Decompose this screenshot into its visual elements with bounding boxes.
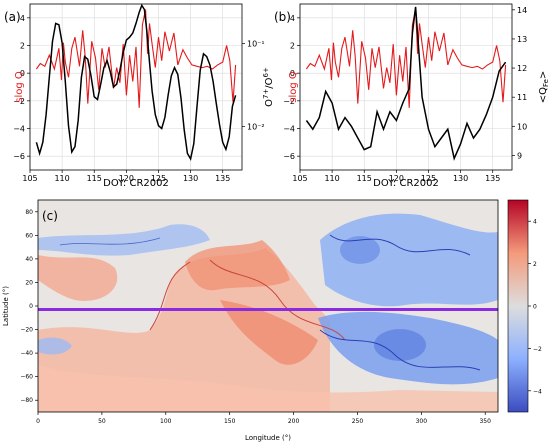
a-ytick-label: 4 [20, 14, 25, 23]
c-ytick-label: −60 [20, 374, 33, 381]
colorbar [507, 199, 529, 413]
panel-c: 0 50 100 150 200 250 300 350−80−60−40−200204060… [2, 199, 542, 442]
colorbar-tick-label: 2 [533, 261, 537, 268]
b-ytick-label: 0 [290, 69, 295, 78]
a-ytick-label: −4 [13, 125, 25, 134]
c-ytick-label: −40 [20, 350, 33, 357]
b-xtick-label: 105 [292, 174, 307, 183]
a-ytick-label: 2 [20, 42, 25, 51]
panel-c-label: (c) [42, 209, 58, 223]
b-series-black [305, 6, 507, 161]
b-rtick-label: 13 [517, 35, 527, 44]
a-ytick-label: −2 [13, 97, 25, 106]
b-ytick-label: −4 [283, 125, 295, 134]
c-ytick-label: 20 [25, 279, 33, 286]
b-rtick-label: 9 [517, 151, 522, 160]
b-ytick-label: 2 [290, 42, 295, 51]
b-rtick-label: 12 [517, 64, 527, 73]
colorbar-tick-label: 0 [533, 304, 537, 311]
a-rtick-label: 10⁻² [247, 123, 265, 132]
a-xtick-label: 115 [87, 174, 102, 183]
panel-a-frame [29, 3, 243, 171]
c-xtick-label: 50 [98, 418, 106, 425]
c-xtick-label: 350 [479, 418, 491, 425]
b-xtick-label: 135 [485, 174, 500, 183]
panel-b: 105 110 115 120 125 130 135 −6 −4 −2 0 2 4 9 10 11 12 13 1… [274, 3, 550, 189]
a-xtick-label: 135 [215, 174, 230, 183]
c-xtick-label: 150 [224, 418, 236, 425]
b-rtick-label: 10 [517, 122, 527, 131]
c-xtick-label: 200 [288, 418, 300, 425]
b-xtick-label: 120 [389, 174, 404, 183]
panel-b-xlabel: DOY: CR2002 [373, 178, 439, 189]
colorbar-tick-label: −2 [533, 346, 542, 353]
b-ytick-label: 4 [290, 14, 295, 23]
a-ytick-label: −6 [13, 152, 25, 161]
c-xtick-label: 250 [352, 418, 364, 425]
b-xtick-label: 130 [453, 174, 468, 183]
a-xtick-label: 105 [22, 174, 37, 183]
b-rtick-label: 14 [517, 6, 527, 15]
colorbar-tick-label: −4 [533, 388, 542, 395]
panel-c-ylabel: Latitude (°) [2, 286, 10, 326]
b-series-slogq [305, 9, 507, 108]
a-xtick-label: 110 [54, 174, 69, 183]
panel-a-label: (a) [4, 10, 21, 24]
a-ytick-label: 0 [20, 69, 25, 78]
panel-b-ylabel-left: slog Q [288, 71, 299, 103]
panel-c-xlabel: Longitude (°) [245, 434, 291, 442]
b-ytick-label: −2 [283, 97, 295, 106]
panel-b-frame [299, 3, 513, 171]
a-xtick-label: 125 [151, 174, 166, 183]
c-ytick-label: −80 [20, 397, 33, 404]
a-xtick-label: 120 [119, 174, 134, 183]
heatmap-field [38, 213, 498, 412]
panel-b-ylabel-right: <QFe> [538, 71, 550, 104]
panel-a-ylabel-right: O7+/O6+ [262, 67, 275, 107]
b-xtick-label: 110 [324, 174, 339, 183]
a-xtick-label: 130 [183, 174, 198, 183]
b-ytick-label: −6 [283, 152, 295, 161]
c-ytick-label: 60 [25, 232, 33, 239]
b-rtick-label: 11 [517, 93, 527, 102]
panel-a: 105 110 115 120 125 130 135 −6 −4 −2 0 2 4 10⁻² 10⁻¹ (… [4, 3, 275, 189]
c-ytick-label: 80 [25, 209, 33, 216]
c-xtick-label: 300 [416, 418, 428, 425]
a-series-slogq [35, 9, 237, 108]
b-xtick-label: 115 [357, 174, 372, 183]
c-ytick-label: −20 [20, 327, 33, 334]
panel-a-ylabel-left: slog Q [14, 71, 25, 103]
a-rtick-label: 10⁻¹ [247, 40, 265, 49]
c-xtick-label: 0 [36, 418, 40, 425]
colorbar-tick-label: 4 [533, 219, 537, 226]
c-ytick-label: 0 [29, 303, 33, 310]
a-series-black [35, 4, 237, 161]
c-xtick-label: 100 [160, 418, 172, 425]
panel-a-xlabel: DOY: CR2002 [103, 178, 169, 189]
c-ytick-label: 40 [25, 256, 33, 263]
b-xtick-label: 125 [421, 174, 436, 183]
panel-b-label: (b) [274, 10, 291, 24]
